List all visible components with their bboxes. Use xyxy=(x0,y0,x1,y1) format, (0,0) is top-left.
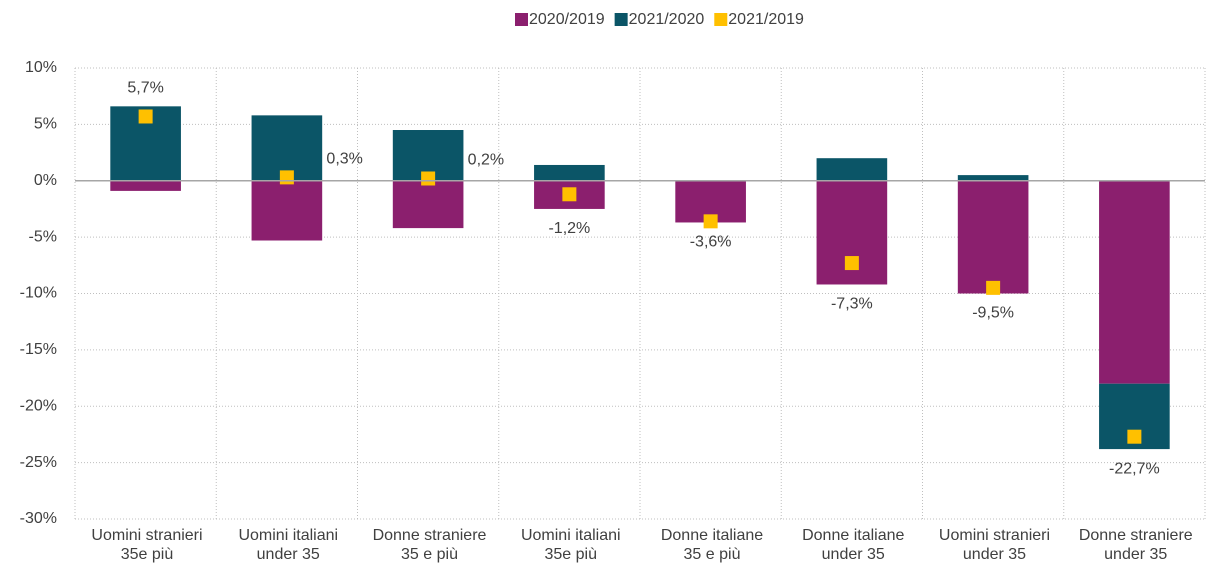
y-tick-label: -20% xyxy=(20,397,57,414)
data-label: -7,3% xyxy=(831,296,873,313)
y-tick-label: 0% xyxy=(34,172,57,189)
marker xyxy=(421,171,436,186)
bar xyxy=(110,180,181,191)
x-tick-label: Uomini italiani 35e più xyxy=(520,527,621,563)
bar xyxy=(251,115,323,181)
bar xyxy=(392,180,464,229)
data-label: 0,3% xyxy=(326,151,362,168)
bar xyxy=(816,158,888,181)
x-tick-label: Uomini stranieri 35e più xyxy=(91,527,203,563)
data-label: -3,6% xyxy=(690,234,732,251)
marker xyxy=(562,187,577,202)
bar xyxy=(1099,180,1170,384)
x-tick-label: Donne italiane under 35 xyxy=(802,527,905,563)
legend-swatch xyxy=(614,13,628,26)
y-tick-label: -25% xyxy=(20,454,57,471)
y-tick-label: -5% xyxy=(29,228,57,245)
bar xyxy=(957,175,1029,181)
marker xyxy=(986,280,1001,295)
x-tick-label: Donne straniere 35 e più xyxy=(372,527,487,563)
legend-swatch xyxy=(515,13,528,26)
legend-label: 2020/2019 xyxy=(529,11,605,28)
y-tick-label: -15% xyxy=(20,341,57,358)
x-tick-label: Donne italiane 35 e più xyxy=(660,527,764,563)
x-tick-label: Uomini stranieri under 35 xyxy=(938,527,1051,563)
marker xyxy=(844,256,859,271)
marker xyxy=(703,214,718,229)
x-tick-label: Uomini italiani under 35 xyxy=(238,527,339,563)
bar xyxy=(957,180,1029,294)
y-tick-label: -30% xyxy=(20,510,57,527)
x-tick-label: Donne straniere under 35 xyxy=(1078,527,1193,563)
data-label: -1,2% xyxy=(548,220,590,237)
data-label: -9,5% xyxy=(972,305,1014,322)
legend-swatch xyxy=(714,13,728,26)
marker xyxy=(1127,429,1142,444)
bar xyxy=(251,180,323,241)
bar xyxy=(534,164,605,181)
y-tick-label: 5% xyxy=(34,116,57,133)
data-label: 0,2% xyxy=(468,152,504,169)
y-tick-label: -10% xyxy=(20,285,57,302)
legend-label: 2021/2019 xyxy=(728,11,804,28)
marker xyxy=(138,109,153,124)
data-label: 5,7% xyxy=(127,80,163,97)
marker xyxy=(279,170,294,185)
legend-label: 2021/2020 xyxy=(629,11,705,28)
data-label: -22,7% xyxy=(1109,460,1160,477)
y-tick-label: 10% xyxy=(25,59,57,76)
